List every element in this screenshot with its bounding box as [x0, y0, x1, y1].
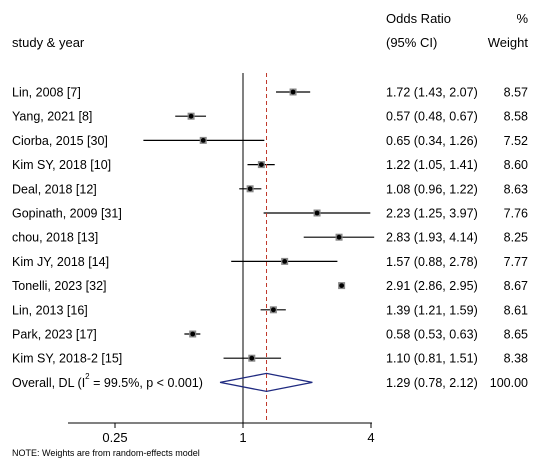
study-ci-text: 1.08 (0.96, 1.22) — [386, 182, 478, 196]
study-point — [314, 210, 320, 216]
header-study-label: study & year — [12, 35, 85, 50]
study-ci-text: 1.57 (0.88, 2.78) — [386, 255, 478, 269]
header-weight-label: Weight — [488, 35, 529, 50]
study-point — [282, 259, 288, 264]
study-ci-text: 0.57 (0.48, 0.67) — [386, 110, 478, 124]
study-weight: 8.60 — [504, 158, 528, 172]
study-label: Lin, 2013 [16] — [12, 303, 88, 317]
study-label: Kim SY, 2018-2 [15] — [12, 352, 122, 366]
study-weight: 8.38 — [504, 352, 528, 366]
overall-weight: 100.00 — [490, 376, 528, 390]
study-label: Gopinath, 2009 [31] — [12, 207, 122, 221]
study-point — [339, 283, 345, 288]
study-weight: 8.58 — [504, 110, 528, 124]
study-point — [188, 113, 194, 119]
study-ci-text: 1.10 (0.81, 1.51) — [386, 352, 478, 366]
study-point — [247, 186, 253, 192]
study-label: Deal, 2018 [12] — [12, 182, 97, 196]
study-label: Lin, 2008 [7] — [12, 86, 81, 100]
header-pct-label: % — [516, 11, 528, 26]
study-weight: 7.76 — [504, 207, 528, 221]
study-point — [290, 89, 296, 95]
study-point — [271, 307, 276, 313]
study-label: Yang, 2021 [8] — [12, 110, 92, 124]
x-axis-ticks: 0.25 1 4 — [102, 423, 375, 445]
study-label: Kim JY, 2018 [14] — [12, 255, 109, 269]
study-point — [200, 138, 206, 143]
study-weight: 8.57 — [504, 86, 528, 100]
study-label: Park, 2023 [17] — [12, 328, 97, 342]
overall-label: Overall, DL (I2 = 99.5%, p < 0.001) — [12, 372, 203, 390]
study-weight: 8.63 — [504, 182, 528, 196]
study-weight: 7.77 — [504, 255, 528, 269]
x-tick-label: 1 — [239, 430, 246, 445]
study-ci-text: 0.65 (0.34, 1.26) — [386, 134, 478, 148]
study-weight: 7.52 — [504, 134, 528, 148]
study-label: Ciorba, 2015 [30] — [12, 134, 108, 148]
study-label: Tonelli, 2023 [32] — [12, 279, 107, 293]
header-effect-label: Odds Ratio — [386, 11, 451, 26]
study-weight: 8.67 — [504, 279, 528, 293]
study-label: chou, 2018 [13] — [12, 231, 98, 245]
x-tick-label: 4 — [367, 430, 374, 445]
pooled-diamond — [219, 372, 313, 393]
study-label: Kim SY, 2018 [10] — [12, 158, 111, 172]
study-point — [249, 355, 255, 361]
study-ci-text: 2.91 (2.86, 2.95) — [386, 279, 478, 293]
study-point — [258, 162, 264, 168]
x-tick-label: 0.25 — [102, 430, 127, 445]
plot-area: Lin, 2008 [7] 1.72 (1.43, 2.07) 8.57 Yang, … — [12, 73, 528, 423]
study-weight: 8.65 — [504, 328, 528, 342]
study-ci-text: 0.58 (0.53, 0.63) — [386, 328, 478, 342]
study-weight: 8.25 — [504, 231, 528, 245]
study-ci-text: 2.23 (1.25, 3.97) — [386, 207, 478, 221]
footnote: NOTE: Weights are from random-effects mo… — [12, 448, 200, 458]
study-weight: 8.61 — [504, 303, 528, 317]
header-ci-label: (95% CI) — [386, 35, 437, 50]
study-point — [336, 234, 342, 240]
study-ci-text: 1.22 (1.05, 1.41) — [386, 158, 478, 172]
study-point — [190, 331, 196, 337]
overall-ci-text: 1.29 (0.78, 2.12) — [386, 376, 478, 390]
study-ci-text: 1.39 (1.21, 1.59) — [386, 303, 478, 317]
study-ci-text: 1.72 (1.43, 2.07) — [386, 86, 478, 100]
study-ci-text: 2.83 (1.93, 4.14) — [386, 231, 478, 245]
